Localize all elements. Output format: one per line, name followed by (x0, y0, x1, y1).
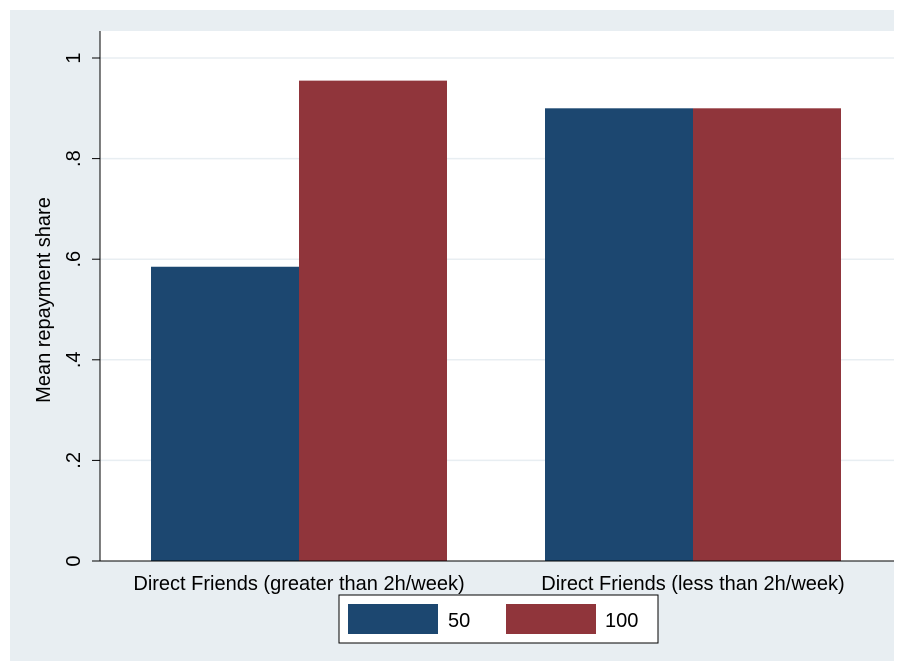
bars (151, 80, 841, 562)
y-tick-label: .2 (63, 452, 85, 469)
y-tick-label: .4 (63, 351, 85, 368)
bar-100-2 (693, 108, 841, 562)
y-axis-title: Mean repayment share (33, 197, 55, 403)
y-tick-label: 0 (63, 555, 85, 566)
legend-swatch-50 (348, 604, 438, 634)
x-tick-label: Direct Friends (greater than 2h/week) (133, 573, 464, 595)
legend-label-50: 50 (448, 610, 470, 632)
legend-entries: 50 100 (348, 604, 638, 634)
x-ticks: Direct Friends (greater than 2h/week) Dir… (133, 573, 844, 595)
y-tick-label: .8 (63, 150, 85, 167)
bar-100-1 (299, 80, 447, 561)
y-ticks: 0 .2 .4 .6 .8 1 (63, 52, 100, 567)
bar-50-1 (151, 266, 299, 561)
y-tick-label: .6 (63, 251, 85, 268)
legend-label-100: 100 (605, 610, 638, 632)
x-tick-label: Direct Friends (less than 2h/week) (541, 573, 844, 595)
y-tick-label: 1 (63, 52, 85, 63)
bar-50-2 (545, 108, 693, 562)
legend-swatch-100 (506, 604, 596, 634)
chart-figure: 0 .2 .4 .6 .8 1 Direct Friends (greater than … (10, 10, 894, 661)
legend: 50 100 (338, 594, 659, 644)
bar-chart: 0 .2 .4 .6 .8 1 Direct Friends (greater than … (33, 31, 894, 644)
